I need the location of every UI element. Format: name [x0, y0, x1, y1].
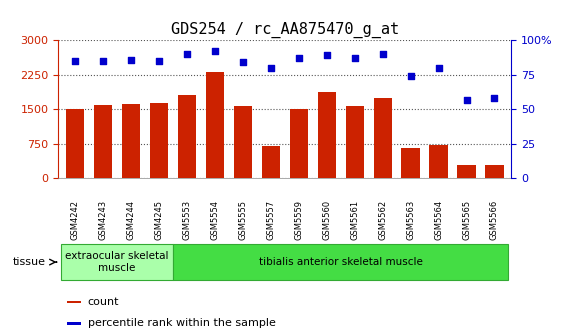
Text: GSM5557: GSM5557 — [266, 200, 275, 240]
Point — [98, 58, 107, 64]
Bar — [173, 244, 508, 280]
Bar — [318, 92, 336, 178]
Point — [182, 51, 191, 57]
Point — [294, 55, 303, 61]
Text: count: count — [88, 297, 119, 307]
Bar — [485, 165, 504, 178]
Text: GSM5566: GSM5566 — [490, 200, 499, 240]
Point — [322, 53, 331, 58]
Bar — [150, 103, 168, 178]
Title: GDS254 / rc_AA875470_g_at: GDS254 / rc_AA875470_g_at — [171, 22, 399, 38]
Text: GSM5561: GSM5561 — [350, 200, 359, 240]
Text: GSM4245: GSM4245 — [155, 200, 163, 240]
Point — [378, 51, 388, 57]
Text: GSM4243: GSM4243 — [98, 200, 107, 240]
Bar — [429, 145, 447, 178]
Point — [490, 95, 499, 101]
Bar — [94, 104, 112, 178]
Point — [238, 60, 248, 65]
Bar — [122, 104, 140, 178]
Text: GSM5562: GSM5562 — [378, 200, 387, 240]
Point — [70, 58, 80, 64]
Text: percentile rank within the sample: percentile rank within the sample — [88, 318, 275, 328]
Bar — [346, 107, 364, 178]
Text: GSM5565: GSM5565 — [462, 200, 471, 240]
Bar — [289, 109, 308, 178]
Point — [210, 49, 220, 54]
Bar — [261, 146, 280, 178]
Text: GSM5554: GSM5554 — [210, 200, 219, 240]
Bar — [401, 148, 419, 178]
Bar — [206, 73, 224, 178]
Point — [350, 55, 359, 61]
Bar — [234, 107, 252, 178]
Text: GSM5555: GSM5555 — [238, 200, 248, 240]
Bar — [374, 98, 392, 178]
Point — [126, 57, 135, 62]
Text: GSM5559: GSM5559 — [294, 200, 303, 240]
Bar — [178, 94, 196, 178]
Point — [406, 74, 415, 79]
Point — [434, 65, 443, 71]
Text: GSM5560: GSM5560 — [322, 200, 331, 240]
Point — [154, 58, 163, 64]
Bar — [61, 244, 173, 280]
Point — [462, 97, 471, 102]
Text: tibialis anterior skeletal muscle: tibialis anterior skeletal muscle — [259, 257, 422, 267]
Text: GSM5564: GSM5564 — [434, 200, 443, 240]
Bar — [67, 322, 81, 325]
Point — [266, 65, 275, 71]
Bar — [457, 165, 476, 178]
Bar — [66, 109, 84, 178]
Text: GSM4242: GSM4242 — [70, 200, 80, 240]
Bar — [67, 301, 81, 303]
Text: GSM5563: GSM5563 — [406, 200, 415, 240]
Text: extraocular skeletal
muscle: extraocular skeletal muscle — [65, 251, 168, 273]
Text: GSM4244: GSM4244 — [126, 200, 135, 240]
Text: GSM5553: GSM5553 — [182, 200, 191, 240]
Text: tissue: tissue — [13, 257, 45, 267]
